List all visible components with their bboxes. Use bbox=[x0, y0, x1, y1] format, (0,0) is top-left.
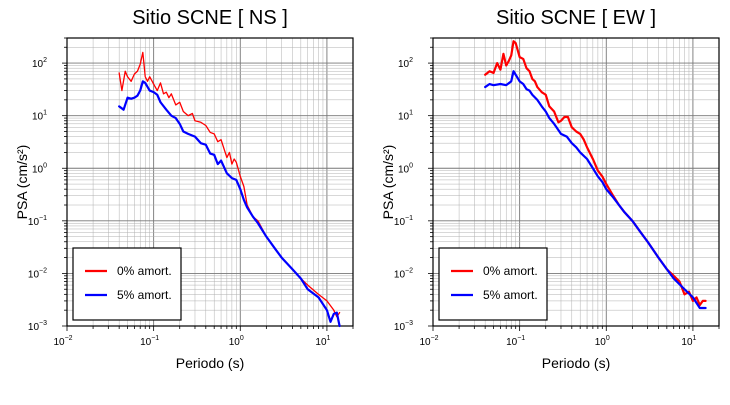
y-tick-label: 100 bbox=[398, 162, 413, 175]
x-tick-label: 10−2 bbox=[419, 335, 438, 348]
legend-box bbox=[72, 247, 182, 321]
y-tick-label: 10−3 bbox=[28, 320, 47, 333]
series-line-2 bbox=[484, 70, 707, 310]
x-tick-label: 10−1 bbox=[140, 335, 159, 348]
y-tick-label: 102 bbox=[32, 57, 47, 70]
chart-legend: 0% amort. 5% amort. bbox=[438, 247, 548, 321]
x-tick-label: 10−2 bbox=[53, 335, 72, 348]
y-axis-label: PSA (cm/s²) bbox=[14, 145, 30, 220]
x-tick-label: 101 bbox=[315, 335, 330, 348]
legend-label-2: 5% amort. bbox=[483, 288, 538, 302]
legend-label-2: 5% amort. bbox=[117, 288, 172, 302]
y-tick-label: 101 bbox=[398, 110, 413, 123]
y-tick-label: 101 bbox=[32, 110, 47, 123]
y-tick-label: 10−3 bbox=[394, 320, 413, 333]
series-line-2 bbox=[118, 80, 341, 328]
legend-box bbox=[438, 247, 548, 321]
y-tick-label: 10−1 bbox=[394, 215, 413, 228]
x-tick-label: 100 bbox=[595, 335, 610, 348]
y-tick-label: 102 bbox=[398, 57, 413, 70]
chart-title: Sitio SCNE [ NS ] bbox=[132, 7, 288, 29]
chart-panel-1: Sitio SCNE [ NS ] 10−2 10−1 100 101 10−3 10−2 1… bbox=[14, 7, 354, 371]
chart-title: Sitio SCNE [ EW ] bbox=[496, 7, 656, 29]
y-tick-label: 100 bbox=[32, 162, 47, 175]
y-tick-label: 10−1 bbox=[28, 215, 47, 228]
y-axis-label: PSA (cm/s²) bbox=[380, 145, 396, 220]
x-axis-label: Periodo (s) bbox=[176, 355, 244, 371]
x-tick-label: 101 bbox=[681, 335, 696, 348]
chart-legend: 0% amort. 5% amort. bbox=[72, 247, 182, 321]
chart-panel-2: Sitio SCNE [ EW ] 10−2 10−1 100 101 10−3 10−2 1… bbox=[380, 7, 720, 371]
x-axis-label: Periodo (s) bbox=[542, 355, 610, 371]
legend-label-1: 0% amort. bbox=[117, 264, 172, 278]
x-tick-label: 100 bbox=[229, 335, 244, 348]
plot-frame bbox=[432, 37, 720, 327]
legend-label-1: 0% amort. bbox=[483, 264, 538, 278]
x-tick-label: 10−1 bbox=[506, 335, 525, 348]
plot-frame bbox=[66, 37, 354, 327]
y-tick-label: 10−2 bbox=[28, 267, 47, 280]
y-tick-label: 10−2 bbox=[394, 267, 413, 280]
